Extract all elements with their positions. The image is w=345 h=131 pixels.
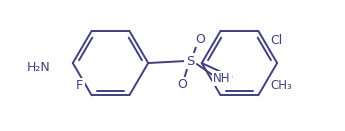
Text: S: S [186,55,194,68]
Text: CH₃: CH₃ [270,79,292,92]
Text: F: F [76,79,83,92]
Text: H₂N: H₂N [27,61,51,74]
Text: Cl: Cl [270,34,283,47]
Text: NH: NH [213,72,230,85]
Text: O: O [195,33,205,46]
Text: O: O [177,78,187,91]
